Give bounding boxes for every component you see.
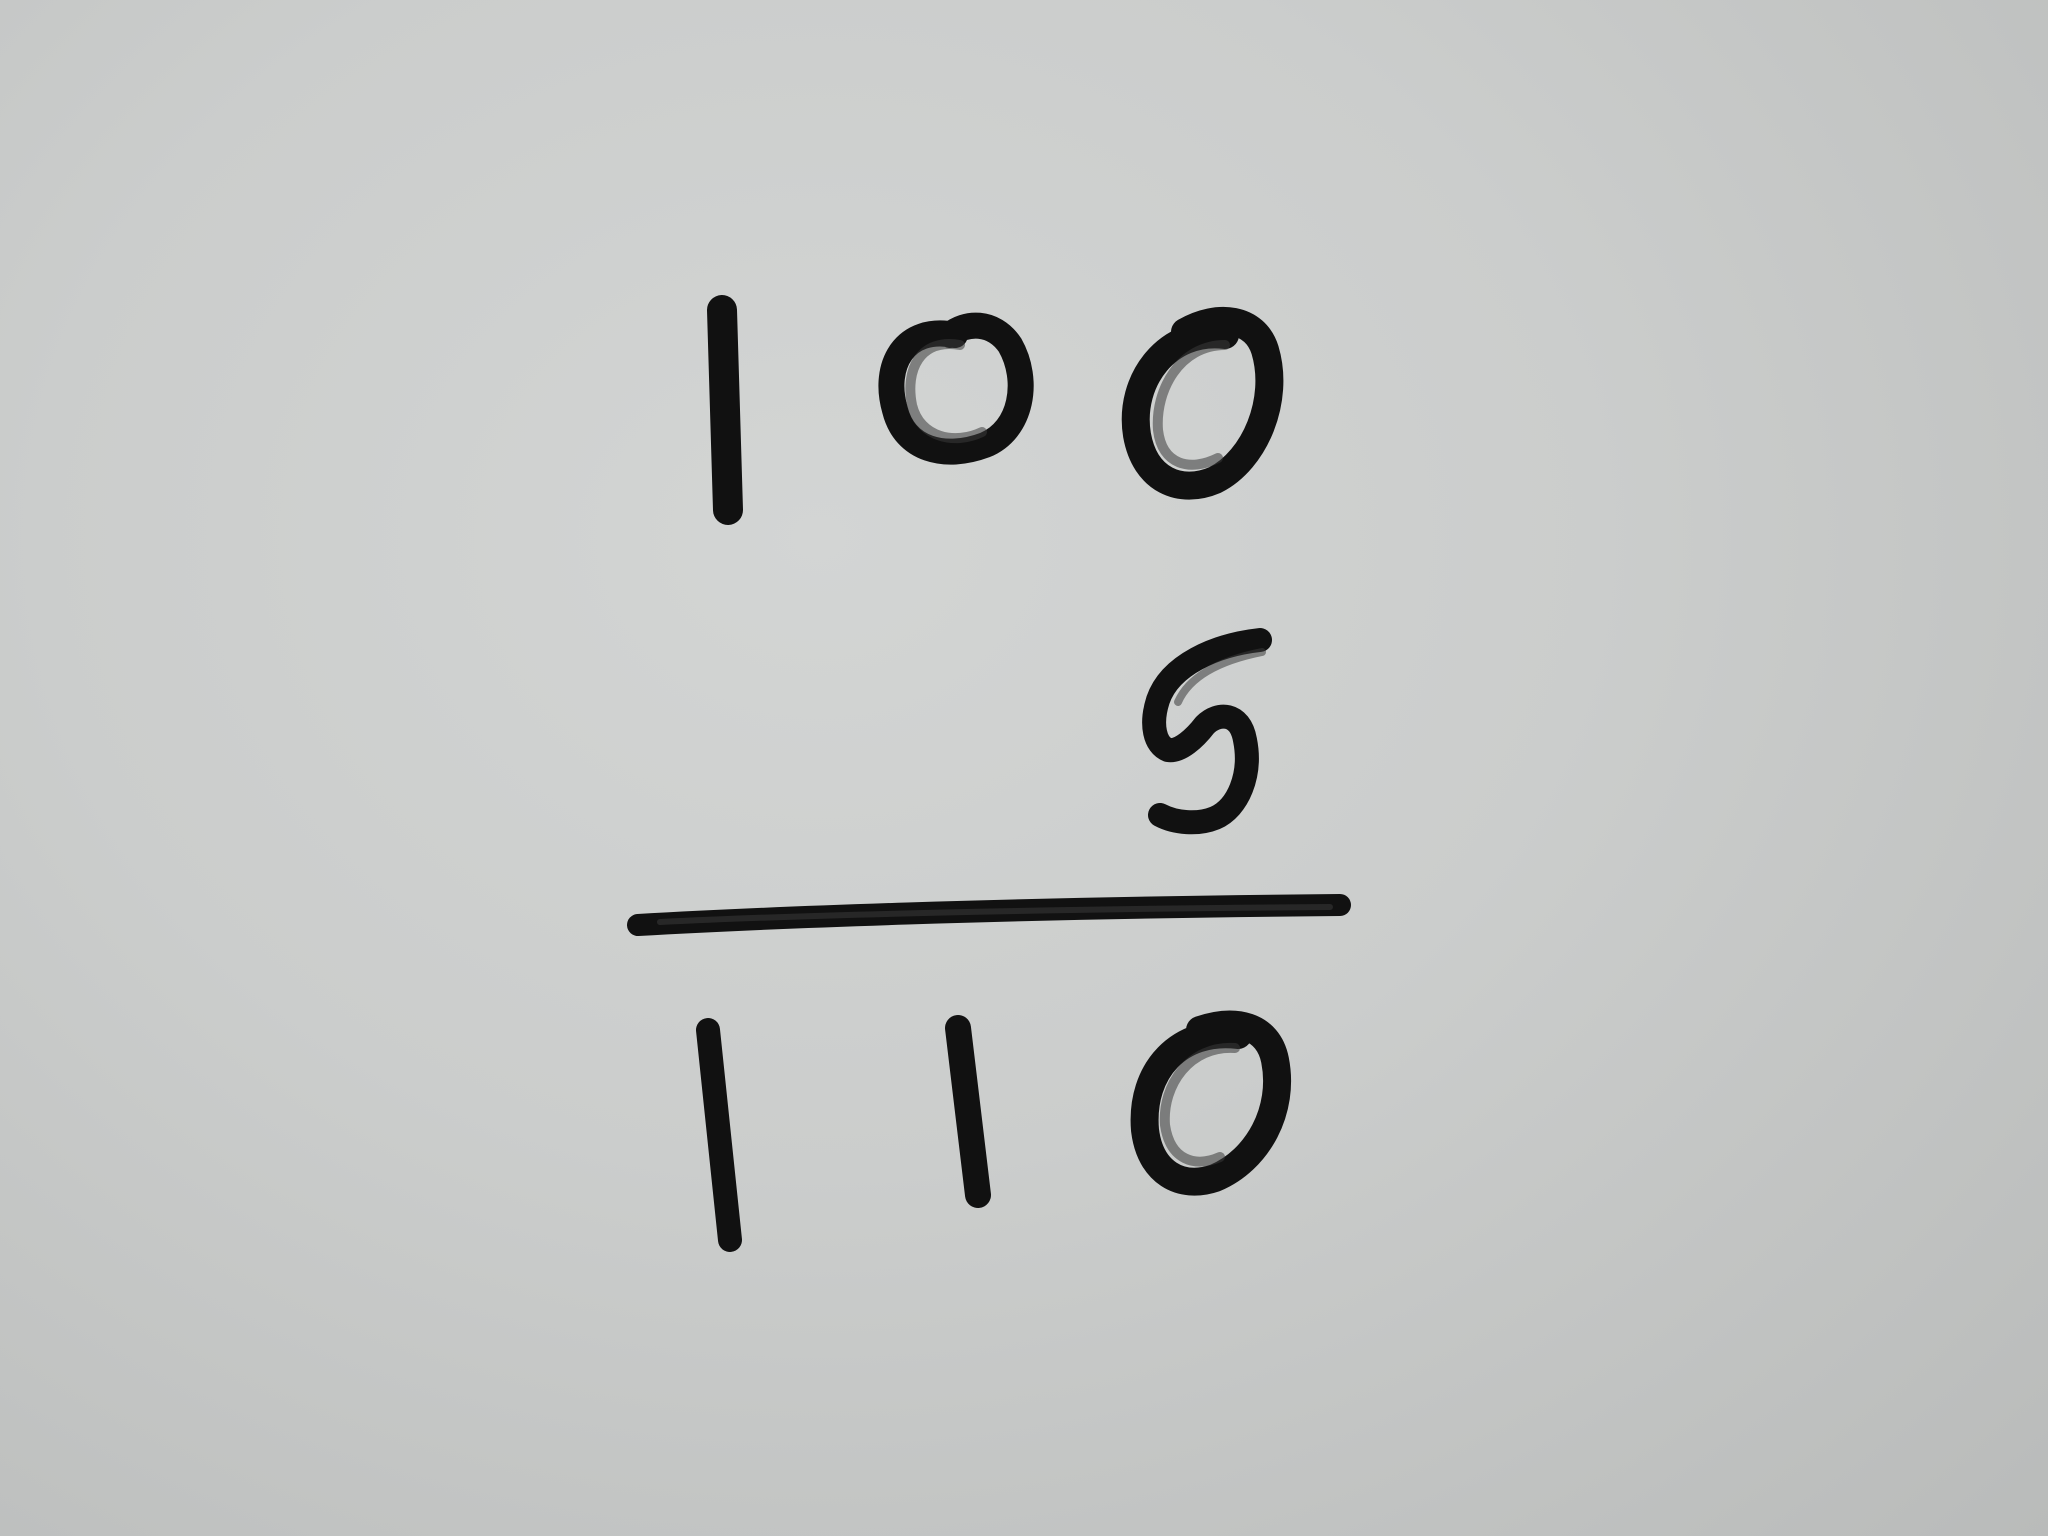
digit-1-bottom-left xyxy=(696,1018,742,1252)
addend-1-digits xyxy=(707,295,1284,525)
digit-0-bottom-right xyxy=(1130,1010,1292,1196)
digit-0-top-right xyxy=(1121,306,1284,500)
digit-1-top xyxy=(707,295,743,525)
digit-1-bottom-middle xyxy=(945,1015,991,1208)
digit-5 xyxy=(1142,628,1272,835)
sum-line-brush xyxy=(657,904,1333,925)
addend-2-digit xyxy=(1142,628,1272,835)
sum-digits xyxy=(696,1010,1292,1252)
digit-0-top-middle xyxy=(878,312,1034,465)
